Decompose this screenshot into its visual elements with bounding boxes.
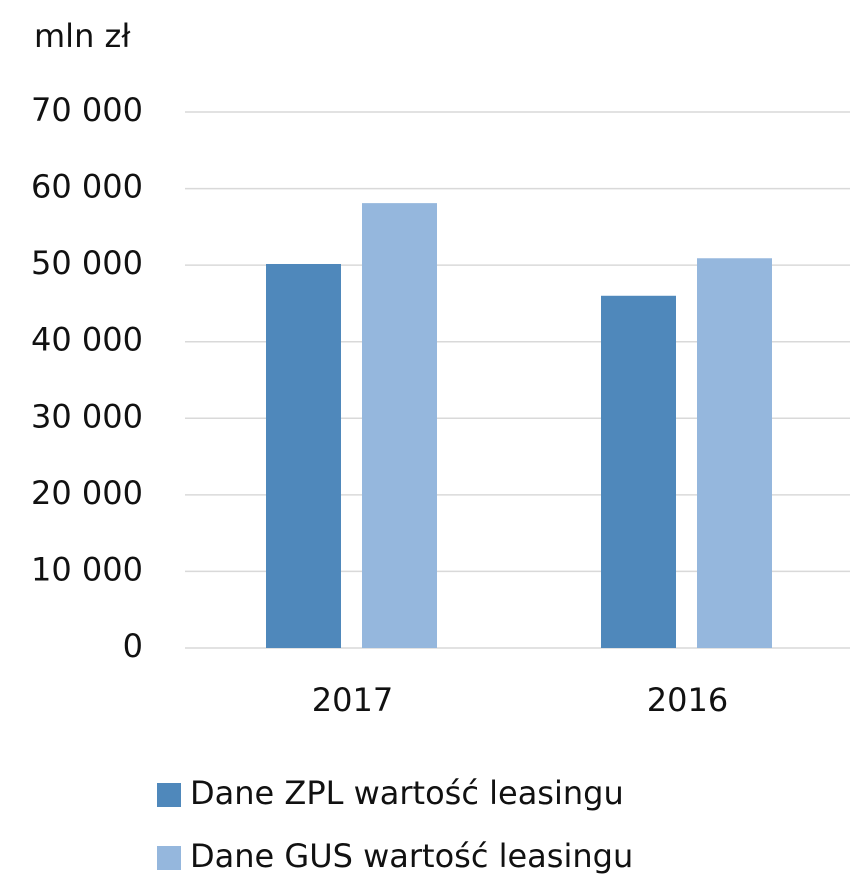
x-tick-label: 2017 (312, 681, 393, 719)
y-tick-label: 30 000 (31, 397, 143, 435)
y-axis-label: mln zł (34, 17, 131, 55)
legend-swatch (157, 846, 181, 870)
y-tick-label: 0 (123, 627, 143, 665)
bar (266, 263, 341, 648)
x-tick-label: 2016 (647, 681, 728, 719)
y-tick-label: 70 000 (31, 91, 143, 129)
y-tick-label: 60 000 (31, 168, 143, 206)
y-tick-label: 40 000 (31, 321, 143, 359)
y-tick-label: 50 000 (31, 244, 143, 282)
legend-label: Dane GUS wartość leasingu (190, 837, 633, 875)
bar (697, 258, 772, 648)
y-tick-label: 20 000 (31, 474, 143, 512)
bar (601, 295, 676, 648)
legend-swatch (157, 783, 181, 807)
legend-label: Dane ZPL wartość leasingu (190, 774, 624, 812)
y-tick-label: 10 000 (31, 550, 143, 588)
bar (362, 203, 437, 648)
